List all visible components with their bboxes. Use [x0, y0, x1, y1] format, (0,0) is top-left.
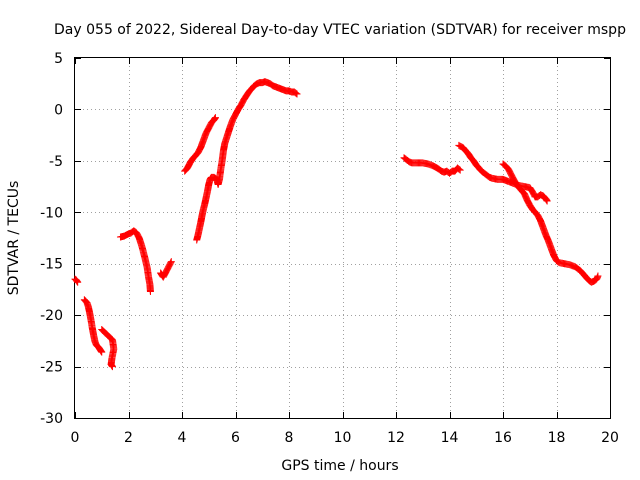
x-tick-label: 10: [334, 430, 352, 446]
plot-frame: [74, 57, 611, 419]
grid: [75, 58, 610, 418]
data-point: [146, 287, 154, 295]
y-tick-label: 0: [54, 102, 63, 118]
x-tick-label: 20: [601, 430, 619, 446]
y-tick-label: -20: [40, 308, 63, 324]
data-point: [543, 197, 551, 205]
x-axis-label: GPS time / hours: [281, 458, 398, 474]
y-tick-label: -25: [40, 360, 63, 376]
y-tick-label: -5: [49, 154, 63, 170]
x-tick-label: 16: [494, 430, 512, 446]
x-tick-label: 6: [231, 430, 240, 446]
x-tick-label: 0: [71, 430, 80, 446]
x-tick-label: 8: [285, 430, 294, 446]
y-tick-label: -15: [40, 257, 63, 273]
data-point: [291, 89, 299, 97]
data-point: [98, 348, 106, 356]
x-tick-label: 14: [441, 430, 459, 446]
axis-tick-labels: 0 2 4 6 8 10 12 14 16 18 20 -30 -25 -20 -15 -10 -5 0 5: [40, 51, 619, 446]
y-axis-label: SDTVAR / TECUs: [6, 181, 22, 296]
data-point: [211, 114, 219, 122]
y-tick-label: -30: [40, 411, 63, 427]
data-point: [456, 166, 464, 174]
data-point: [108, 363, 116, 371]
x-tick-label: 2: [124, 430, 133, 446]
data-point: [594, 272, 602, 280]
data-point: [553, 257, 561, 265]
y-tick-label: 5: [54, 51, 63, 67]
data-points: [71, 78, 602, 371]
data-point: [455, 165, 463, 173]
data-point: [74, 278, 82, 286]
data-point: [454, 165, 462, 173]
chart-title: Day 055 of 2022, Sidereal Day-to-day VTE…: [54, 22, 626, 38]
data-point: [167, 259, 175, 267]
x-tick-label: 12: [387, 430, 405, 446]
x-tick-label: 4: [178, 430, 187, 446]
y-tick-label: -10: [40, 205, 63, 221]
x-tick-label: 18: [548, 430, 566, 446]
data-point: [293, 90, 301, 98]
data-point: [292, 89, 300, 97]
data-point: [167, 258, 175, 266]
axis-ticks: [75, 58, 611, 419]
